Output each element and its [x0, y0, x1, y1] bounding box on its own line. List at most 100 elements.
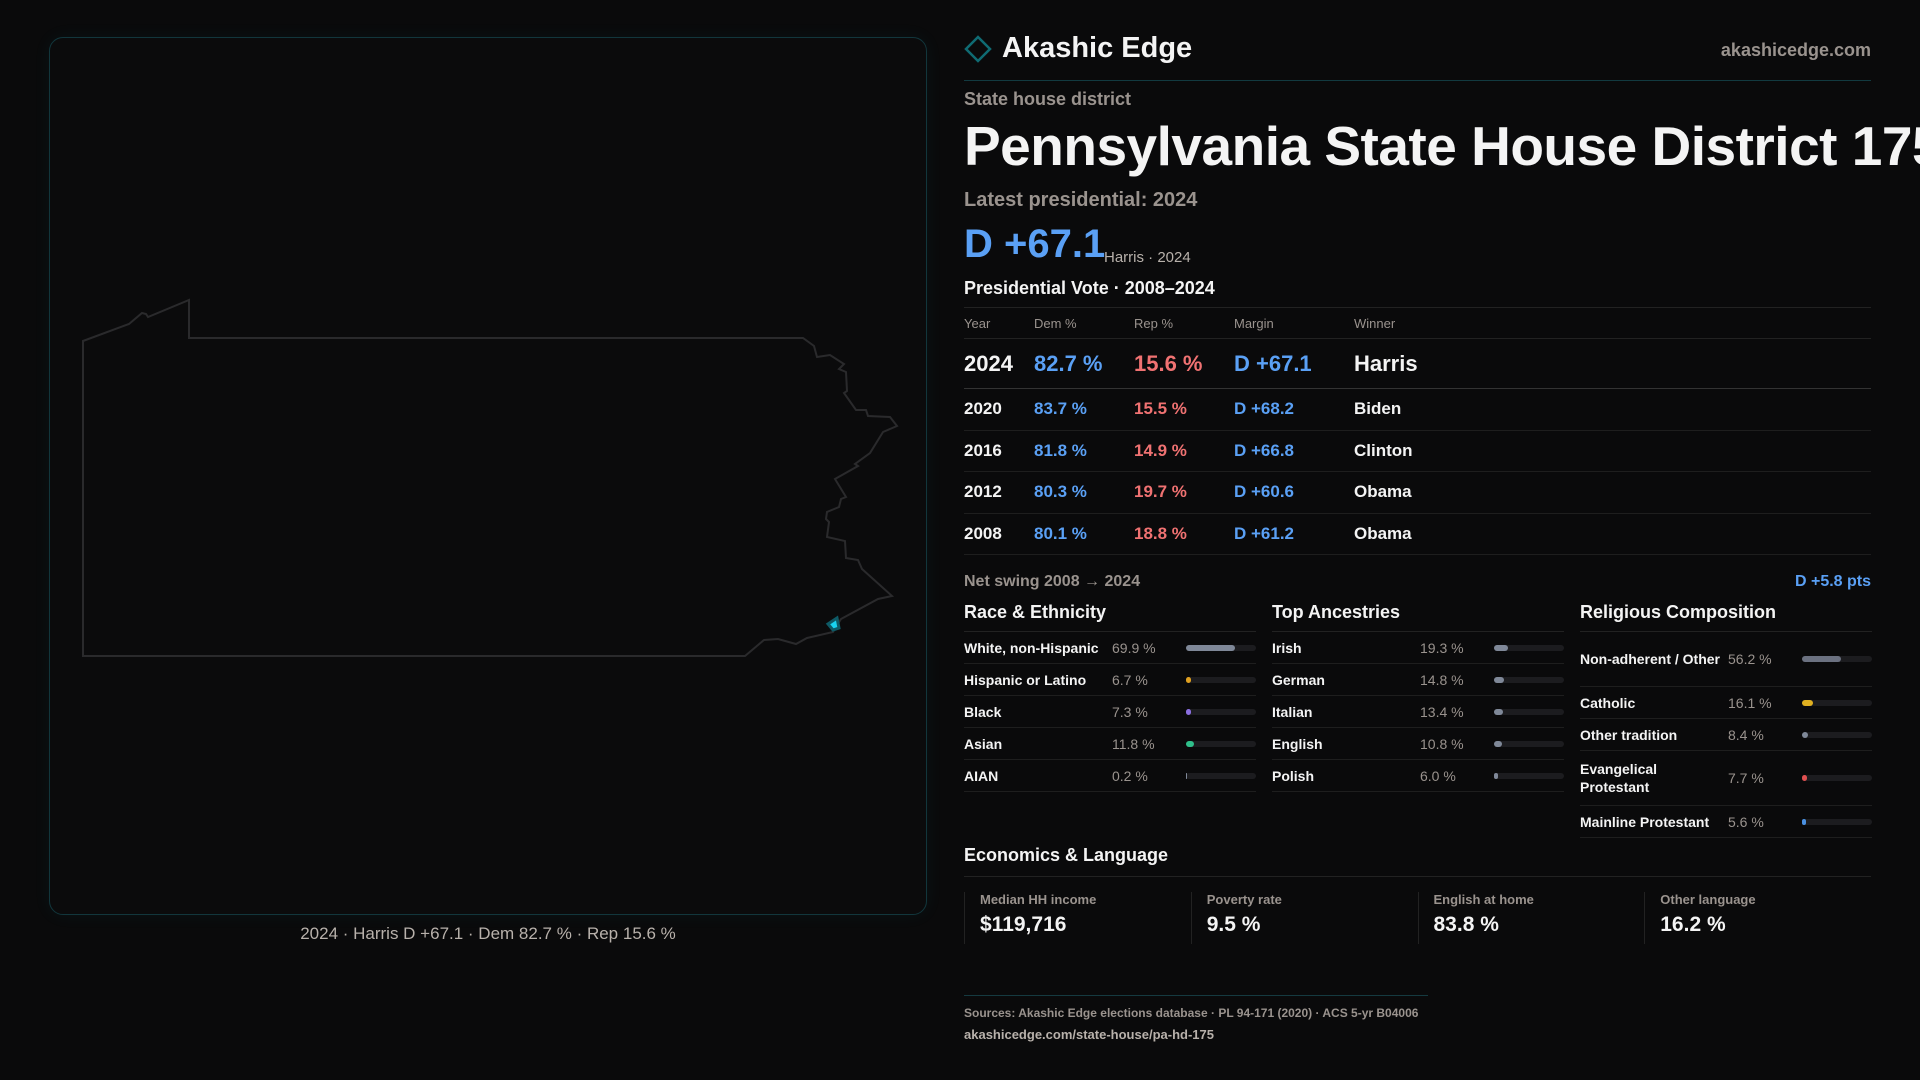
rep-pct-cell: 19.7 %	[1134, 471, 1234, 514]
votes-title: Presidential Vote · 2008–2024	[964, 278, 1215, 298]
footer-divider	[964, 995, 1428, 996]
demographic-label: Irish	[1272, 639, 1302, 656]
demographic-row: Non-adherent / Other 56.2 %	[1580, 632, 1872, 687]
stat-value: 83.8 %	[1433, 913, 1499, 936]
demographic-bar-fill	[1186, 708, 1192, 715]
presidential-vote-table: Year Dem % Rep % Margin Winner 2024 82.7 …	[964, 307, 1871, 555]
year-cell: 2024	[964, 338, 1034, 389]
demographic-value: 7.3 %	[1112, 703, 1148, 720]
margin-cell: D +67.1	[1234, 338, 1354, 389]
vote-row: 2008 80.1 % 18.8 % D +61.2 Obama	[964, 513, 1871, 555]
demographic-bar	[1494, 740, 1564, 747]
demographic-value: 69.9 %	[1112, 639, 1156, 656]
dem-pct-cell: 80.3 %	[1034, 471, 1134, 514]
year-cell: 2012	[964, 471, 1034, 514]
demographic-row: Asian 11.8 %	[964, 728, 1256, 760]
demographic-bar-fill	[1494, 676, 1505, 683]
col-dem: Dem %	[1034, 307, 1134, 339]
year-cell: 2008	[964, 513, 1034, 555]
section-title: Race & Ethnicity	[964, 602, 1256, 632]
page-url[interactable]: akashicedge.com/state-house/pa-hd-175	[964, 1027, 1214, 1042]
margin-cell: D +66.8	[1234, 430, 1354, 472]
demographic-label: Non-adherent / Other	[1580, 651, 1721, 667]
demographic-row: AIAN 0.2 %	[964, 760, 1256, 792]
demographic-value: 8.4 %	[1728, 726, 1764, 743]
state-outline	[82, 298, 899, 657]
demographic-value: 6.0 %	[1420, 767, 1456, 784]
demographic-bar	[1494, 772, 1564, 779]
dem-pct-cell: 80.1 %	[1034, 513, 1134, 555]
vote-row: 2012 80.3 % 19.7 % D +60.6 Obama	[964, 471, 1871, 514]
demographic-label: Other tradition	[1580, 726, 1678, 743]
demographic-label: Asian	[964, 735, 1003, 752]
demographic-value: 56.2 %	[1728, 651, 1772, 667]
rep-pct-cell: 14.9 %	[1134, 430, 1234, 472]
site-link[interactable]: akashicedge.com	[1720, 40, 1871, 60]
demographic-label: Evangelical Protestant	[1580, 761, 1658, 795]
demographic-bar-fill	[1494, 740, 1502, 747]
vote-row: 2016 81.8 % 14.9 % D +66.8 Clinton	[964, 430, 1871, 472]
stat-value: $119,716	[980, 913, 1067, 936]
demographic-bar-fill	[1802, 818, 1806, 825]
demographic-bar-fill	[1494, 708, 1504, 715]
demographic-bar-fill	[1802, 699, 1814, 706]
map-caption: 2024 · Harris D +67.1 · Dem 82.7 % · Rep…	[300, 924, 676, 943]
demographic-bar	[1802, 818, 1872, 825]
section-title: Religious Composition	[1580, 602, 1872, 632]
demographic-value: 11.8 %	[1112, 735, 1155, 752]
district-highlight[interactable]	[825, 615, 841, 632]
demographic-label: Catholic	[1580, 694, 1636, 711]
economics-divider	[964, 876, 1871, 877]
winner-cell: Harris	[1354, 338, 1871, 389]
demographic-row: Black 7.3 %	[964, 696, 1256, 728]
demographic-row: Catholic 16.1 %	[1580, 687, 1872, 719]
net-swing-label: Net swing 2008 → 2024	[964, 573, 1141, 590]
latest-margin-sub: Harris · 2024	[1104, 249, 1191, 266]
rep-pct-cell: 18.8 %	[1134, 513, 1234, 555]
demographic-label: German	[1272, 671, 1325, 688]
demographic-bar	[1186, 676, 1256, 683]
stat-card: Poverty rate 9.5 %	[1190, 892, 1418, 944]
stat-label: Median HH income	[980, 892, 1097, 907]
demographic-label: AIAN	[964, 767, 999, 784]
rep-pct-cell: 15.5 %	[1134, 388, 1234, 431]
brand[interactable]: Akashic Edge	[964, 32, 1192, 65]
stat-card: Other language 16.2 %	[1644, 892, 1871, 944]
section-title: Top Ancestries	[1272, 602, 1564, 632]
demographic-bar-fill	[1186, 676, 1191, 683]
demographic-label: Polish	[1272, 767, 1315, 784]
rep-pct-cell: 15.6 %	[1134, 338, 1234, 389]
margin-cell: D +68.2	[1234, 388, 1354, 431]
demographic-value: 16.1 %	[1728, 694, 1772, 711]
year-cell: 2016	[964, 430, 1034, 472]
demographic-bar	[1186, 708, 1256, 715]
dem-pct-cell: 82.7 %	[1034, 338, 1134, 389]
economics-title: Economics & Language	[964, 845, 1169, 865]
sources: Sources: Akashic Edge elections database…	[964, 1006, 1419, 1020]
kicker: State house district	[964, 89, 1132, 109]
col-year: Year	[964, 307, 1034, 339]
winner-cell: Biden	[1354, 388, 1871, 431]
district-map[interactable]	[49, 37, 927, 915]
demographic-label: Black	[964, 703, 1002, 720]
col-winner: Winner	[1354, 307, 1871, 339]
vote-row: 2020 83.7 % 15.5 % D +68.2 Biden	[964, 388, 1871, 431]
col-margin: Margin	[1234, 307, 1354, 339]
demographic-row: Hispanic or Latino 6.7 %	[964, 664, 1256, 696]
stat-value: 9.5 %	[1206, 913, 1261, 936]
demographic-bar-fill	[1494, 644, 1508, 651]
demographic-row: Evangelical Protestant 7.7 %	[1580, 751, 1872, 806]
demographic-value: 0.2 %	[1112, 767, 1148, 784]
demographic-label: English	[1272, 735, 1323, 752]
demographic-bar	[1186, 772, 1256, 779]
demographic-bar	[1494, 676, 1564, 683]
demographic-label: Mainline Protestant	[1580, 813, 1710, 830]
year-cell: 2020	[964, 388, 1034, 431]
demographic-bar	[1802, 699, 1872, 706]
stat-label: Other language	[1660, 892, 1756, 907]
demographic-value: 13.4 %	[1420, 703, 1464, 720]
demographic-value: 19.3 %	[1420, 639, 1464, 656]
demographic-row: Irish 19.3 %	[1272, 632, 1564, 664]
demographic-bar-fill	[1186, 644, 1235, 651]
demographic-bar	[1494, 708, 1564, 715]
